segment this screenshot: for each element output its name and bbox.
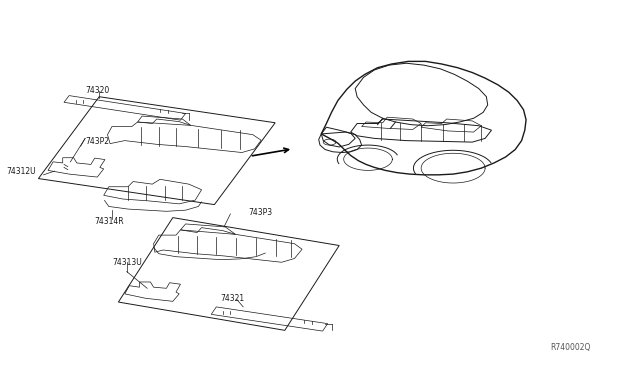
Text: R740002Q: R740002Q [550,343,591,352]
Text: 74313U: 74313U [112,258,141,267]
Text: 74321: 74321 [221,294,245,303]
Text: 74320: 74320 [85,86,109,94]
Text: 743P2: 743P2 [85,137,109,146]
Text: 74314R: 74314R [95,217,124,226]
Text: 743P3: 743P3 [248,208,273,217]
Text: 74312U: 74312U [6,167,36,176]
